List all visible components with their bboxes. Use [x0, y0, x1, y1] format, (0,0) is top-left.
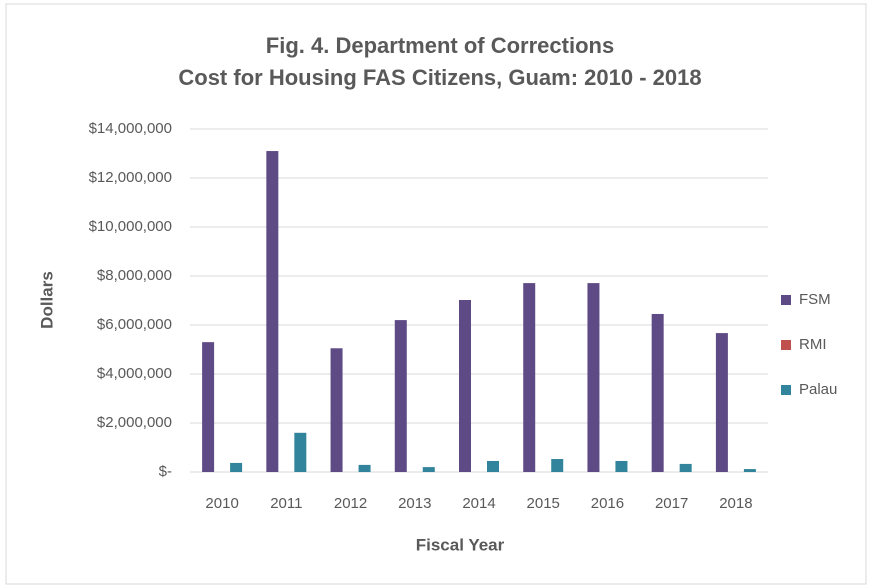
y-tick-label: $6,000,000	[97, 316, 172, 333]
y-tick-label: $12,000,000	[89, 169, 172, 186]
x-tick-label: 2012	[334, 495, 367, 512]
x-tick-label: 2018	[719, 495, 752, 512]
bar	[358, 464, 371, 472]
x-tick-label: 2014	[462, 495, 495, 512]
bar	[743, 469, 756, 472]
bar	[266, 151, 279, 473]
y-tick-label: $-	[159, 463, 172, 480]
legend-label: Palau	[799, 381, 837, 398]
chart-border	[5, 3, 867, 585]
legend-label: FSM	[799, 291, 831, 308]
bar	[230, 462, 243, 472]
legend-label: RMI	[799, 336, 827, 353]
bar	[394, 320, 407, 472]
bar	[651, 313, 664, 472]
chart-title: Fig. 4. Department of Corrections	[266, 33, 614, 58]
bar	[459, 300, 471, 472]
x-tick-label: 2016	[591, 495, 624, 512]
y-tick-label: $2,000,000	[97, 414, 172, 431]
x-axis-title: Fiscal Year	[416, 535, 505, 554]
bar	[679, 463, 692, 472]
legend-swatch	[781, 340, 791, 350]
bar	[715, 333, 728, 472]
x-tick-label: 2011	[270, 495, 302, 512]
legend-swatch	[781, 295, 791, 305]
bar	[202, 342, 215, 472]
bar	[551, 459, 564, 472]
bar	[294, 432, 307, 472]
bar	[523, 283, 536, 472]
bar	[330, 348, 343, 472]
chart-subtitle: Cost for Housing FAS Citizens, Guam: 201…	[178, 65, 701, 90]
bar	[615, 460, 628, 472]
x-tick-label: 2017	[655, 495, 688, 512]
y-tick-label: $4,000,000	[97, 365, 172, 382]
legend-swatch	[781, 385, 791, 395]
y-tick-label: $10,000,000	[89, 218, 172, 235]
bar	[487, 460, 499, 472]
y-axis-title: Dollars	[37, 271, 56, 329]
y-tick-label: $8,000,000	[97, 267, 172, 284]
bar	[422, 467, 435, 472]
y-tick-label: $14,000,000	[89, 120, 172, 137]
x-tick-label: 2013	[398, 495, 431, 512]
x-tick-label: 2010	[205, 495, 238, 512]
bar	[587, 283, 600, 472]
x-tick-label: 2015	[527, 495, 560, 512]
